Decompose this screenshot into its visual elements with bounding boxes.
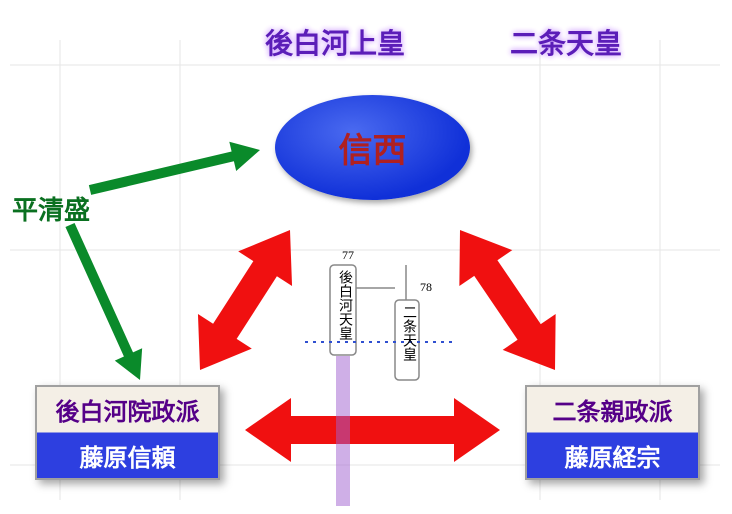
inset-num-78: 78: [420, 280, 432, 295]
left-box-line1: 後白河院政派: [56, 387, 200, 433]
right-faction-box: 二条親政派 藤原経宗: [525, 385, 700, 480]
left-box-line2: 藤原信頼: [80, 433, 176, 479]
center-node-shinzei: 信西: [275, 95, 470, 200]
left-faction-box: 後白河院政派 藤原信頼: [35, 385, 220, 480]
inset-label-1: 後白河天皇: [334, 270, 354, 340]
title-nijo: 二条天皇: [510, 22, 622, 62]
title-right-text: 二条天皇: [510, 29, 622, 60]
inset-num-77: 77: [342, 248, 354, 263]
side-label-kiyomori: 平清盛: [12, 190, 90, 227]
center-node-label: 信西: [339, 123, 407, 172]
title-goshirakawa: 後白河上皇: [265, 22, 405, 62]
side-label-text: 平清盛: [12, 196, 90, 225]
inset-label-2: 二条天皇: [398, 305, 418, 361]
right-box-line1: 二条親政派: [553, 387, 673, 433]
title-left-text: 後白河上皇: [265, 29, 405, 60]
right-box-line2: 藤原経宗: [565, 433, 661, 479]
diagram-stage: 後白河上皇 二条天皇 信西 平清盛 77 78 後白河天皇 二条天皇 後白河院政…: [0, 0, 732, 514]
